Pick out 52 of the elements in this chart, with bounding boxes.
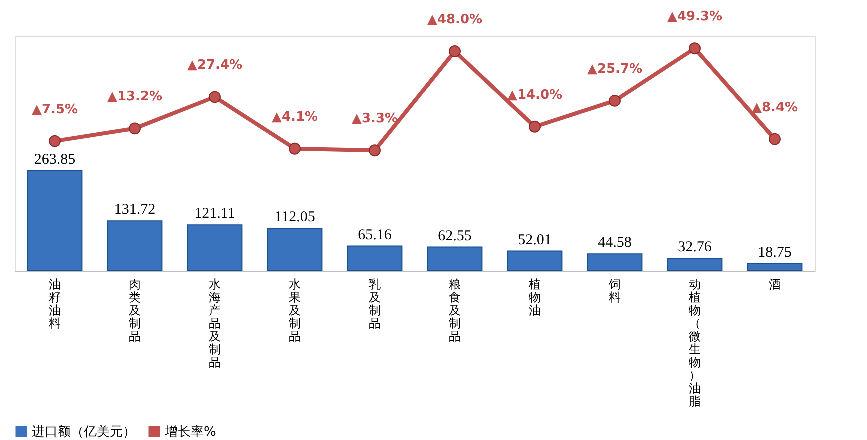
data-label: 263.85	[34, 152, 76, 168]
data-label: ▲14.0%	[507, 88, 563, 103]
point	[609, 94, 621, 107]
category-label: 动植物（微生物）油脂	[689, 278, 701, 408]
point	[529, 120, 541, 133]
data-label: ▲27.4%	[187, 58, 243, 74]
legend-label: 进口额（亿美元）	[32, 424, 136, 440]
data-label: 131.72	[114, 202, 156, 218]
bar	[27, 170, 83, 272]
point	[369, 144, 381, 157]
data-label: 32.76	[678, 240, 712, 256]
x-tick-label: 植物油	[529, 278, 541, 318]
data-label: ▲13.2%	[107, 90, 163, 105]
bar	[507, 250, 563, 272]
point	[449, 46, 461, 58]
point	[49, 135, 61, 148]
x-tick-label: 油籽油料	[49, 278, 61, 330]
bar	[187, 224, 243, 272]
data-label: ▲7.5%	[32, 102, 78, 118]
x-tick-label: 水海产品及制品	[209, 278, 221, 370]
x-tick-label: 酒	[769, 278, 781, 292]
x-tick-label: 乳及制品	[369, 278, 381, 330]
bar	[427, 246, 483, 272]
data-label: 121.11	[194, 206, 236, 222]
data-label: ▲25.7%	[587, 62, 643, 77]
data-label: 65.16	[358, 227, 392, 244]
point	[129, 122, 141, 135]
bar	[667, 258, 723, 272]
point	[769, 133, 781, 146]
point	[289, 142, 301, 155]
bar	[587, 254, 643, 272]
data-label: ▲49.3%	[667, 10, 723, 25]
data-label: ▲48.0%	[427, 12, 483, 28]
bar	[267, 228, 323, 272]
point	[209, 91, 221, 104]
bar	[107, 220, 163, 272]
point	[689, 42, 701, 55]
legend-label: 增长率%	[164, 424, 216, 440]
data-label: ▲8.4%	[752, 100, 798, 116]
bar	[747, 263, 803, 272]
bar	[347, 246, 403, 272]
x-tick-label: 肉类及制品	[129, 278, 141, 344]
x-tick-label: 水果及制品	[289, 278, 301, 344]
data-label: 62.55	[438, 228, 472, 244]
data-label: 112.05	[274, 210, 316, 226]
data-label: 52.01	[518, 232, 552, 248]
x-tick-label: 饲料	[608, 278, 621, 304]
data-label: ▲3.3%	[352, 112, 398, 127]
x-tick-label: 粮食及制品	[449, 278, 461, 344]
data-label: 44.58	[598, 235, 632, 252]
data-label: 18.75	[758, 244, 792, 261]
data-label: ▲4.1%	[272, 110, 318, 125]
